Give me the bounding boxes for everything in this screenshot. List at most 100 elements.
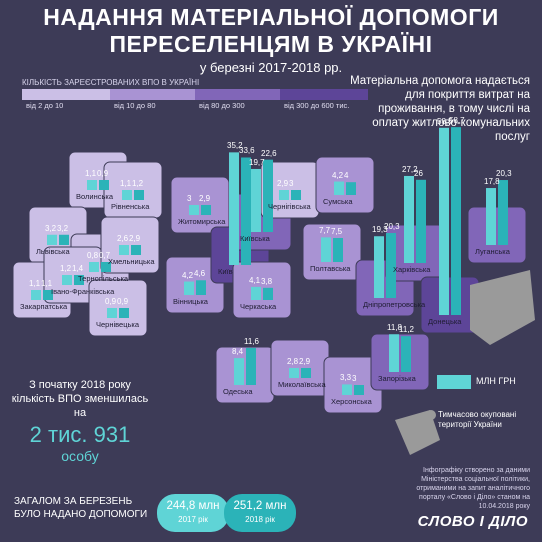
total-2017-label: 2017 рік	[178, 515, 208, 524]
legend-bin-swatch	[280, 89, 368, 100]
bar-value-label: 11,6	[244, 336, 259, 346]
total-2017-pill: 244,8 млн 2017 рік	[157, 494, 229, 532]
bar-2017	[389, 334, 399, 372]
source-note: Інфографіку створено за даними Міністерс…	[416, 467, 530, 510]
bar-2017	[184, 281, 194, 295]
bar-2017	[234, 358, 244, 385]
bar-2017	[251, 286, 261, 300]
bar-value-label: 35,2	[227, 141, 243, 151]
info-text: З початку 2018 року кількість ВПО зменши…	[11, 379, 149, 419]
bar-2018	[401, 336, 411, 372]
bar-2018	[101, 262, 111, 272]
legend-label: КІЛЬКІСТЬ ЗАРЕЄСТРОВАНИХ ВПО В УКРАЇНІ	[22, 78, 200, 87]
legend-bin-label: від 10 до 80	[114, 101, 156, 110]
bar-2018	[134, 190, 144, 200]
bar-2018	[201, 205, 211, 215]
bar-2018	[43, 290, 53, 300]
bar-2017	[404, 175, 414, 263]
bar-2018	[74, 275, 84, 285]
bar-2017	[334, 181, 344, 195]
legend-bin-label: від 2 до 10	[26, 101, 64, 110]
bar-2018	[451, 127, 461, 315]
bar-value-label: 2,9	[277, 179, 289, 188]
bar-value-label: 3,2	[57, 223, 69, 233]
region-label: Одеська	[223, 387, 253, 396]
bar-value-label: 27,2	[402, 164, 418, 174]
bar-2017	[87, 180, 97, 190]
legend-bin-label: від 80 до 300	[199, 101, 245, 110]
region-label: Черкаська	[240, 302, 277, 311]
bar-value-label: 3,8	[261, 276, 273, 286]
bar-2018	[386, 233, 396, 298]
region-label: Тернопільська	[78, 274, 129, 283]
region-shape	[100, 216, 160, 274]
region-label: Запорізька	[378, 374, 416, 383]
region-shape	[467, 206, 527, 264]
bar-2018	[416, 179, 426, 263]
bar-value-label: 58,7	[449, 116, 465, 126]
bar-value-label: 20,3	[384, 222, 400, 232]
bar-value-label: 1,2	[60, 264, 72, 273]
bar-2017	[47, 234, 57, 245]
bar-value-label: 3	[289, 179, 294, 188]
bar-2017	[122, 190, 132, 200]
title-line2: ПЕРЕСЕЛЕНЦЯМ В УКРАЇНІ	[109, 31, 433, 57]
bar-value-label: 1,2	[132, 179, 144, 188]
region-label: Полтавська	[310, 264, 351, 273]
region-label: Івано-Франківська	[51, 287, 115, 296]
region-label: Житомирська	[178, 217, 226, 226]
bar-2018	[263, 159, 273, 232]
bar-legend-swatch	[437, 375, 471, 389]
bar-value-label: 26	[414, 168, 423, 178]
bar-2017	[321, 237, 331, 262]
bar-value-label: 0,9	[97, 169, 109, 178]
bar-2018	[291, 190, 301, 200]
bar-value-label: 3,2	[45, 223, 57, 233]
region-shape	[165, 256, 225, 314]
bar-2017	[342, 384, 352, 395]
bar-value-label: 11,2	[399, 325, 414, 335]
region-label: Київська	[240, 234, 270, 243]
region-shape	[43, 246, 103, 304]
bar-value-label: 4,2	[332, 170, 344, 180]
bar-value-label: 1,1	[85, 169, 97, 178]
info-unit: особу	[61, 448, 99, 464]
bar-2017	[89, 262, 99, 272]
region-label: Київ	[218, 267, 233, 276]
description: Матеріальна допомога надається для покри…	[350, 75, 530, 143]
bar-2017	[189, 205, 199, 215]
bar-value-label: 0,9	[105, 297, 117, 306]
bar-value-label: 19,7	[249, 157, 265, 167]
bar-2018	[354, 385, 364, 395]
bar-value-label: 0,9	[117, 297, 129, 306]
total-2018-pill: 251,2 млн 2018 рік	[224, 494, 296, 532]
bar-2017	[289, 368, 299, 378]
bar-2018	[346, 182, 356, 195]
bar-value-label: 2,6	[117, 234, 129, 243]
bar-2017	[62, 275, 72, 285]
bar-legend-label: МЛН ГРН	[476, 376, 516, 386]
bar-value-label: 3	[187, 194, 192, 203]
region-label: Закарпатська	[20, 302, 68, 311]
bar-2018	[246, 347, 256, 385]
region-label: Дніпропетровська	[363, 300, 426, 309]
region-shape	[302, 223, 362, 281]
bar-value-label: 2,9	[299, 357, 311, 366]
title-line1: НАДАННЯ МАТЕРІАЛЬНОЇ ДОПОМОГИ	[43, 4, 499, 30]
bar-2017	[107, 308, 117, 318]
bar-value-label: 1,1	[29, 279, 41, 288]
bar-value-label: 0,7	[99, 251, 111, 260]
bar-value-label: 7,7	[319, 226, 331, 236]
region-label: Львівська	[36, 247, 70, 256]
region-label: Хмельницька	[108, 257, 155, 266]
info-number: 2 тис. 931	[29, 422, 131, 447]
region-label: Сумська	[323, 197, 353, 206]
region-label: Луганська	[475, 247, 510, 256]
bar-2017	[486, 188, 496, 245]
legend-bin-swatch	[195, 89, 280, 100]
bar-value-label: 19,3	[372, 225, 388, 235]
bar-value-label: 1,4	[72, 264, 84, 273]
bar-2018	[119, 308, 129, 318]
region-label: Вінницька	[173, 297, 208, 306]
